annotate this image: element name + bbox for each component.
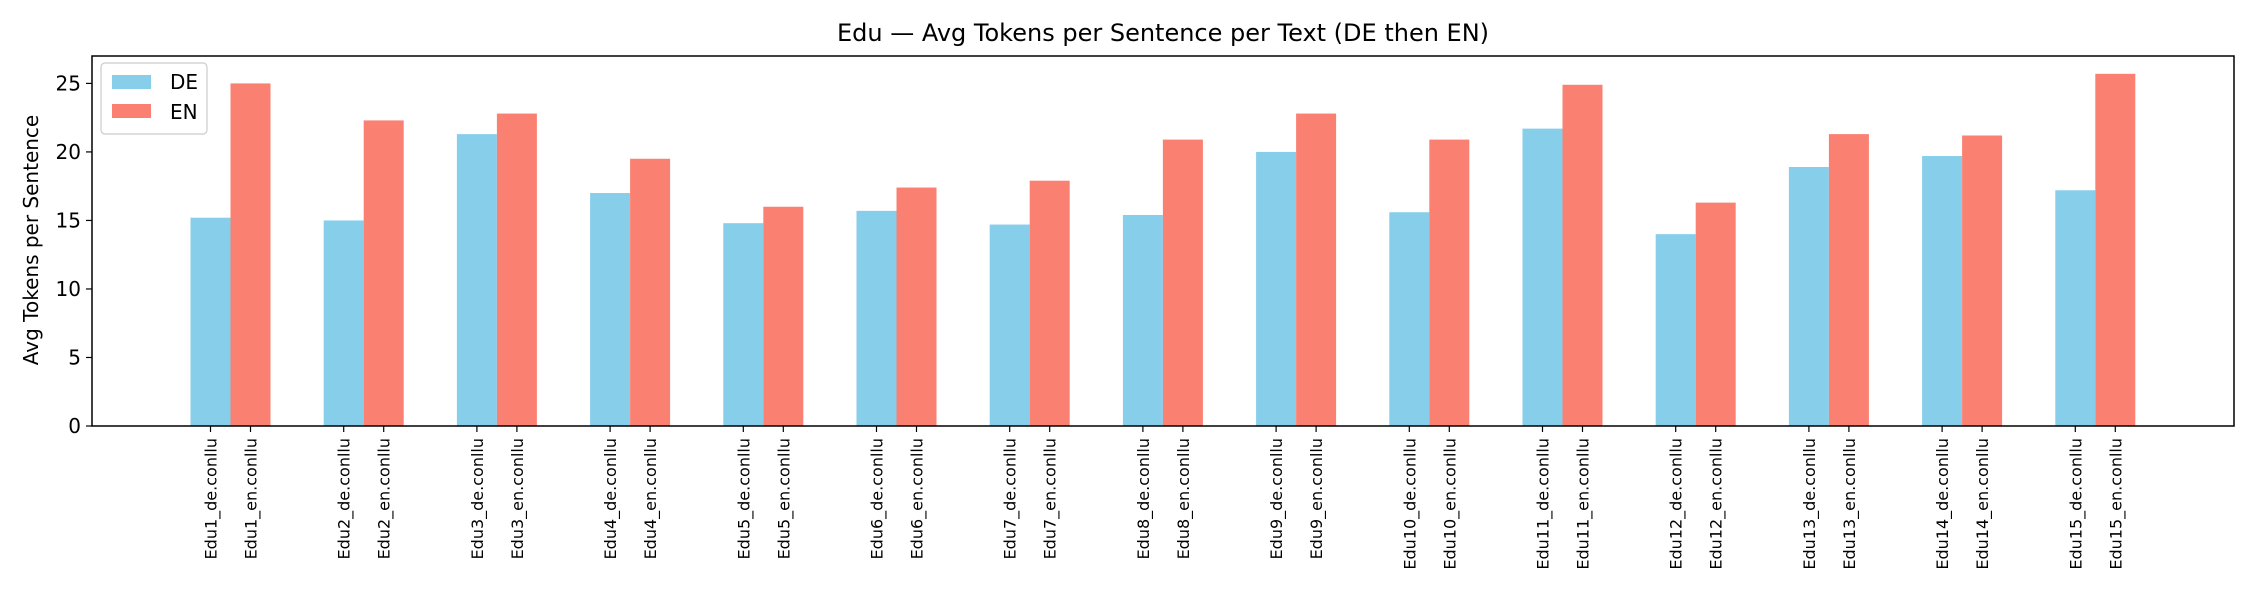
x-tick-label: Edu2_de.conllu [335,438,355,559]
x-tick-label: Edu15_de.conllu [2066,438,2086,570]
y-tick-label: 20 [56,140,81,164]
x-tick-label: Edu6_de.conllu [868,438,888,559]
x-tick-label: Edu9_de.conllu [1267,438,1287,559]
bar-en-edu4 [630,158,671,426]
legend: DE EN [100,62,208,135]
bar-de-edu8 [1122,214,1163,426]
legend-label-en: EN [170,100,198,124]
x-tick-label: Edu5_de.conllu [734,438,754,559]
y-tick-label: 5 [68,345,81,369]
bar-de-edu7 [989,224,1030,426]
x-tick-label: Edu1_en.conllu [242,438,262,559]
bar-en-edu8 [1162,139,1203,426]
legend-swatch-en [112,104,151,118]
ticks-layer: 0 5 10 15 20 25 Edu1_de.conllu Edu1_en.conllu Ed… [56,71,2127,569]
bar-de-edu5 [723,223,764,426]
bar-en-edu14 [1962,135,2003,426]
bar-de-edu9 [1256,151,1297,427]
bar-en-edu13 [1828,134,1869,426]
x-tick-label: Edu10_de.conllu [1400,438,1420,570]
y-tick-label: 15 [56,208,81,232]
chart-title: Edu — Avg Tokens per Sentence per Text (… [837,19,1489,47]
bar-de-edu3 [456,134,497,426]
x-tick-label: Edu11_en.conllu [1574,438,1594,570]
x-tick-label: Edu13_de.conllu [1800,438,1820,570]
bar-en-edu15 [2095,73,2136,426]
x-tick-label: Edu8_en.conllu [1174,438,1194,559]
x-tick-label: Edu10_en.conllu [1440,438,1460,570]
bar-en-edu5 [763,206,804,426]
x-tick-label: Edu12_en.conllu [1707,438,1727,570]
bar-en-edu3 [496,113,537,427]
bar-de-edu13 [1788,167,1829,426]
x-tick-label: Edu8_de.conllu [1134,438,1154,559]
x-tick-label: Edu5_en.conllu [774,438,794,559]
bar-de-edu1 [190,217,231,426]
bar-de-edu14 [1922,156,1963,426]
bar-de-edu10 [1389,212,1430,426]
bar-de-edu11 [1522,128,1563,426]
bar-de-edu4 [590,193,631,426]
x-tick-label: Edu14_en.conllu [1973,438,1993,570]
x-tick-label: Edu12_de.conllu [1667,438,1687,570]
x-tick-label: Edu7_en.conllu [1041,438,1061,559]
x-tick-label: Edu2_en.conllu [375,438,395,559]
bar-de-edu12 [1655,234,1696,426]
x-tick-label: Edu15_en.conllu [2106,438,2126,570]
bar-de-edu2 [323,220,364,426]
bar-en-edu10 [1429,139,1470,426]
y-tick-label: 0 [68,414,81,438]
bar-en-edu2 [363,120,404,426]
bar-en-edu6 [896,187,937,426]
x-tick-label: Edu6_en.conllu [908,438,928,559]
x-tick-label: Edu3_en.conllu [508,438,528,559]
x-tick-label: Edu9_en.conllu [1307,438,1327,559]
bars-layer [190,73,2136,427]
x-tick-label: Edu7_de.conllu [1001,438,1021,559]
legend-swatch-de [112,75,151,89]
bar-de-edu6 [856,210,897,426]
x-tick-label: Edu13_en.conllu [1840,438,1860,570]
bar-en-edu7 [1029,180,1070,426]
bar-en-edu9 [1296,113,1337,427]
plot-area-frame [91,55,2235,427]
y-axis-label: Avg Tokens per Sentence [19,115,43,365]
x-tick-label: Edu1_de.conllu [202,438,222,559]
bar-en-edu11 [1562,84,1603,427]
legend-label-de: DE [170,70,198,94]
y-tick-label: 10 [56,277,81,301]
bar-en-edu12 [1695,202,1736,426]
x-tick-label: Edu11_de.conllu [1534,438,1554,570]
bar-en-edu1 [230,83,271,426]
x-tick-label: Edu14_de.conllu [1933,438,1953,570]
x-tick-label: Edu4_en.conllu [641,438,661,559]
x-tick-label: Edu3_de.conllu [468,438,488,559]
y-tick-label: 25 [56,71,81,95]
bar-de-edu15 [2055,190,2096,426]
x-tick-label: Edu4_de.conllu [601,438,621,559]
